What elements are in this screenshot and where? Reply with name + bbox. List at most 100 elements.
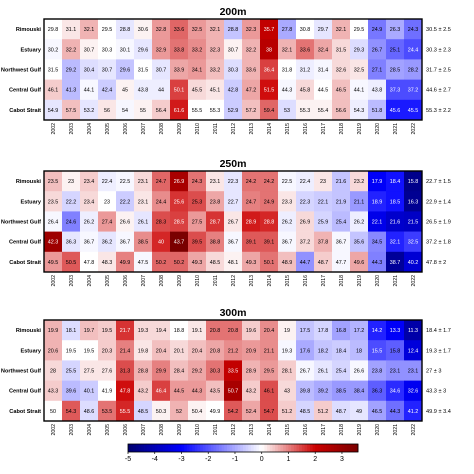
year-label: 2006: [123, 123, 129, 135]
heatmap-cell: [296, 99, 315, 121]
heatmap-cell: [44, 360, 63, 381]
cell-value: 44: [158, 88, 164, 94]
cell-value: 21.7: [120, 328, 131, 334]
year-label: 2011: [213, 275, 219, 286]
cell-value: 50.1: [174, 88, 185, 94]
mean-sd-label: 19.3 ± 1.7: [426, 348, 451, 354]
cell-value: 46.1: [48, 88, 59, 94]
heatmap-cell: [134, 171, 153, 192]
cell-value: 24.3: [408, 27, 419, 33]
heatmap-cell: [350, 171, 369, 192]
cell-value: 24.4: [156, 199, 167, 205]
cell-value: 38.8: [210, 240, 221, 246]
cell-value: 27.1: [372, 68, 383, 74]
year-label: 2015: [285, 424, 291, 436]
heatmap-cell: [206, 39, 225, 60]
colorbar-segment: [277, 444, 281, 452]
cell-value: 53.2: [84, 108, 95, 114]
cell-value: 32.1: [84, 27, 95, 33]
heatmap-cell: [278, 360, 297, 381]
cell-value: 39.1: [264, 240, 275, 246]
year-label: 2010: [195, 123, 201, 135]
heatmap-cell: [206, 19, 225, 40]
heatmap-cell: [368, 79, 387, 101]
heatmap-cell: [98, 211, 117, 232]
colorbar-segment: [202, 444, 206, 452]
cell-value: 30.7: [102, 68, 113, 74]
colorbar-segment: [237, 444, 241, 452]
cell-value: 29.9: [156, 369, 167, 375]
colorbar-segment: [307, 444, 311, 452]
cell-value: 50: [50, 409, 56, 415]
heatmap-cell: [242, 171, 261, 192]
heatmap-cell: [278, 171, 297, 192]
cell-value: 22.7: [228, 199, 239, 205]
year-label: 2018: [339, 424, 345, 436]
heatmap-cell: [224, 19, 243, 40]
cell-value: 45.1: [210, 88, 221, 94]
heatmap-cell: [368, 19, 387, 40]
heatmap-cell: [62, 360, 81, 381]
cell-value: 23.4: [84, 199, 95, 205]
heatmap-cell: [350, 400, 369, 422]
heatmap-cell: [332, 211, 351, 232]
heatmap-cell: [314, 171, 333, 192]
cell-value: 48.5: [138, 409, 149, 415]
cell-value: 21.1: [264, 348, 275, 354]
year-label: 2017: [321, 275, 327, 287]
heatmap-cell: [206, 231, 225, 253]
heatmap-cell: [242, 320, 261, 341]
colorbar-segment: [296, 444, 300, 452]
heatmap-cell: [170, 231, 189, 253]
heatmap-cell: [62, 191, 81, 212]
heatmap-cell: [314, 251, 333, 273]
heatmap-cell: [296, 320, 315, 341]
colorbar-segment: [309, 444, 313, 452]
cell-value: 55.5: [120, 409, 131, 415]
heatmap-cell: [80, 171, 99, 192]
heatmap-cell: [80, 380, 99, 402]
cell-value: 44.3: [192, 389, 203, 395]
cell-value: 30.3: [102, 47, 113, 53]
colorbar-segment: [352, 444, 356, 452]
heatmap-cell: [116, 380, 135, 402]
cell-value: 15.5: [372, 348, 383, 354]
heatmap-cell: [98, 320, 117, 341]
cell-value: 16.3: [408, 199, 419, 205]
cell-value: 18.4: [336, 348, 347, 354]
heatmap-cell: [278, 99, 297, 121]
heatmap-cell: [314, 231, 333, 253]
region-label: Rimouski: [16, 179, 42, 185]
panel-title: 300m: [220, 307, 247, 319]
colorbar-segment: [333, 444, 338, 452]
cell-value: 44.5: [318, 88, 329, 94]
heatmap-cell: [332, 59, 351, 80]
heatmap-cell: [260, 340, 279, 361]
cell-value: 50.7: [228, 389, 239, 395]
heatmap-cell: [98, 191, 117, 212]
heatmap-cell: [260, 231, 279, 253]
cell-value: 28.8: [138, 369, 149, 375]
year-label: 2004: [87, 275, 93, 287]
heatmap-cell: [116, 19, 135, 40]
year-label: 2009: [177, 424, 183, 436]
heatmap-cell: [368, 59, 387, 80]
heatmap-cell: [350, 320, 369, 341]
colorbar-tick-label: -1: [232, 456, 238, 463]
year-label: 2017: [321, 424, 327, 436]
cell-value: 22.4: [300, 179, 311, 185]
heatmap-cell: [152, 59, 171, 80]
heatmap-cell: [152, 360, 171, 381]
cell-value: 23.3: [282, 199, 293, 205]
cell-value: 49.3: [246, 260, 257, 266]
heatmap-cell: [368, 211, 387, 232]
heatmap-cell: [134, 360, 153, 381]
cell-value: 18: [356, 348, 362, 354]
heatmap-cell: [368, 360, 387, 381]
heatmap-cell: [368, 380, 387, 402]
colorbar-segment: [197, 444, 201, 452]
heatmap-cell: [242, 39, 261, 60]
cell-value: 56.6: [336, 108, 347, 114]
cell-value: 37.3: [390, 88, 401, 94]
cell-value: 28.8: [228, 27, 239, 33]
